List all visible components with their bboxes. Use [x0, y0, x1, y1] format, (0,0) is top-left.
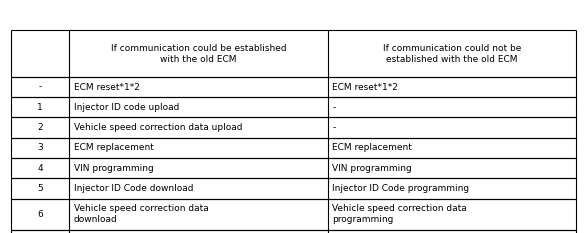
Text: 1: 1: [37, 103, 43, 112]
Text: 4: 4: [37, 164, 43, 173]
Text: VIN programming: VIN programming: [332, 164, 412, 173]
Text: 5: 5: [37, 184, 43, 193]
Text: Vehicle speed correction data
programming: Vehicle speed correction data programmin…: [332, 204, 467, 224]
Text: -: -: [332, 123, 336, 132]
Text: -: -: [332, 103, 336, 112]
Text: If communication could not be
established with the old ECM: If communication could not be establishe…: [383, 44, 521, 64]
Text: -: -: [38, 82, 42, 92]
Text: 6: 6: [37, 210, 43, 219]
Text: ECM reset*1*2: ECM reset*1*2: [332, 82, 398, 92]
Text: If communication could be established
with the old ECM: If communication could be established wi…: [110, 44, 286, 64]
Text: ECM reset*1*2: ECM reset*1*2: [74, 82, 140, 92]
Text: ECM replacement: ECM replacement: [332, 143, 412, 152]
Text: Vehicle speed correction data
download: Vehicle speed correction data download: [74, 204, 209, 224]
Text: Injector ID Code download: Injector ID Code download: [74, 184, 194, 193]
Text: Vehicle speed correction data upload: Vehicle speed correction data upload: [74, 123, 242, 132]
Text: 2: 2: [37, 123, 43, 132]
Text: Injector ID code upload: Injector ID code upload: [74, 103, 180, 112]
Text: Injector ID Code programming: Injector ID Code programming: [332, 184, 470, 193]
Text: 3: 3: [37, 143, 43, 152]
Text: ECM replacement: ECM replacement: [74, 143, 154, 152]
Text: VIN programming: VIN programming: [74, 164, 154, 173]
